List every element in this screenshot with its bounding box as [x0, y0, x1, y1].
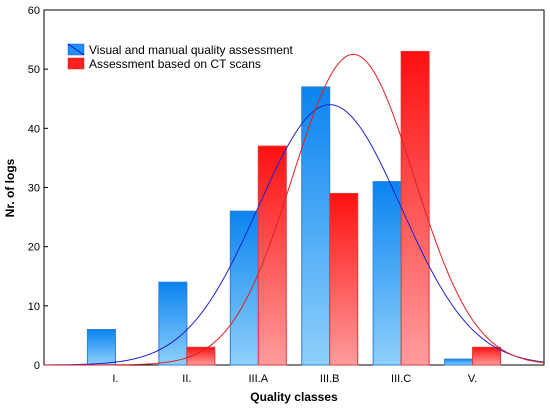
- x-tick-label: III.B: [320, 373, 340, 385]
- bar-series-2-V.: [472, 346, 502, 366]
- legend: Visual and manual quality assessment Ass…: [67, 43, 294, 71]
- legend-label-series-2: Assessment based on CT scans: [89, 57, 261, 71]
- x-tick-label: I.: [112, 373, 118, 385]
- legend-item-series-2: Assessment based on CT scans: [67, 57, 261, 71]
- y-tick-label: 30: [28, 183, 40, 195]
- bar-series-1-V.: [444, 358, 474, 366]
- y-tick-label: 60: [28, 5, 40, 17]
- x-tick-label: III.A: [249, 373, 269, 385]
- x-axis: I. II. III.A III.B III.C V.: [112, 361, 477, 385]
- x-axis-title: Quality classes: [250, 390, 338, 404]
- bar-series-1-III.A: [229, 210, 259, 366]
- legend-line-series-1: [67, 43, 85, 56]
- bar-series-2-III.C: [400, 50, 430, 366]
- y-tick-label: 10: [28, 301, 40, 313]
- plot-area: [43, 9, 545, 366]
- fit-curve-series-2: [44, 53, 545, 366]
- bar-series-1-I.: [86, 329, 116, 366]
- y-tick-label: 40: [28, 123, 40, 135]
- bar-series-2-III.B: [329, 192, 359, 366]
- y-tick-label: 50: [28, 64, 40, 76]
- fit-curve-series-1: [44, 104, 545, 366]
- y-tick-label: 0: [34, 360, 40, 372]
- bar-series-1-II.: [158, 281, 188, 366]
- y-axis: 0 10 20 30 40 50 60: [28, 5, 48, 372]
- y-tick-label: 20: [28, 242, 40, 254]
- x-tick-label: V.: [468, 373, 477, 385]
- legend-swatch-series-2: [67, 57, 85, 70]
- y-axis-title: Nr. of logs: [3, 158, 17, 217]
- x-tick-label: II.: [182, 373, 191, 385]
- x-tick-label: III.C: [391, 373, 411, 385]
- bar-series-1-III.C: [372, 181, 402, 366]
- legend-label-series-1: Visual and manual quality assessment: [89, 43, 294, 57]
- bar-series-2-III.A: [257, 145, 287, 366]
- bar-series-2-II.: [186, 346, 216, 366]
- fit-curves: [44, 53, 545, 366]
- bar-series-1-III.B: [301, 86, 331, 366]
- legend-item-series-1: Visual and manual quality assessment: [67, 43, 294, 57]
